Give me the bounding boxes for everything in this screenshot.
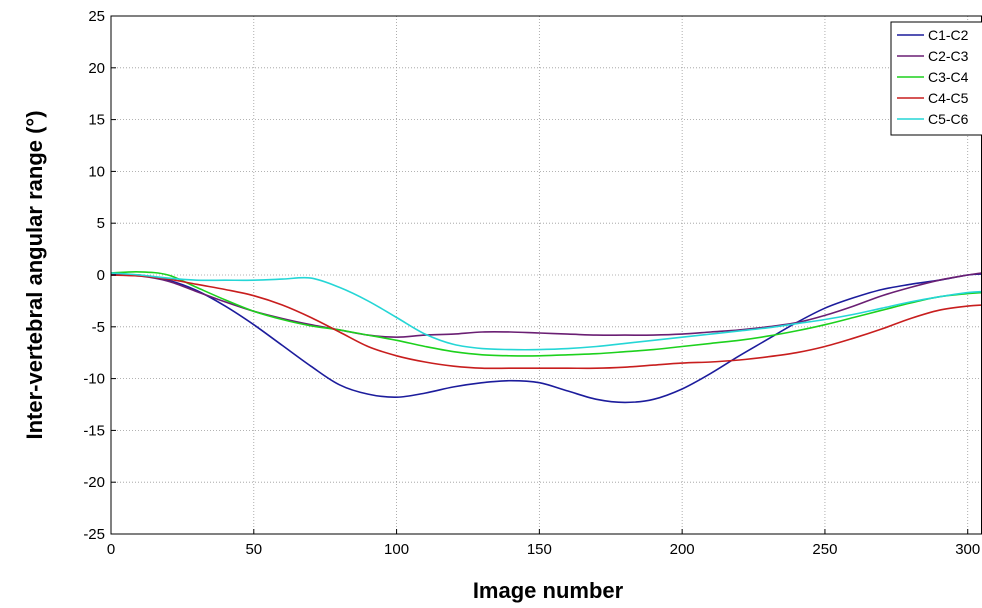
legend-label: C5-C6 xyxy=(928,111,969,127)
y-tick-label: 15 xyxy=(88,112,105,129)
x-tick-label: 250 xyxy=(812,541,837,558)
x-tick-label: 100 xyxy=(384,541,409,558)
legend-box xyxy=(890,21,982,136)
y-tick-label: 10 xyxy=(88,163,105,180)
series-line-c5-c6 xyxy=(110,272,982,351)
x-axis-title: Image number xyxy=(473,578,624,603)
legend-label: C2-C3 xyxy=(928,48,969,64)
y-tick-label: -15 xyxy=(83,422,105,439)
legend-label: C1-C2 xyxy=(928,27,969,43)
y-axis-title: Inter-vertebral angular range (°) xyxy=(22,110,47,439)
y-tick-label: 25 xyxy=(88,8,105,25)
grid-lines xyxy=(111,16,982,534)
series-line-c1-c2 xyxy=(110,273,982,404)
y-tick-label: 5 xyxy=(97,215,105,232)
series-line-c4-c5 xyxy=(110,274,982,370)
y-tick-label: 0 xyxy=(97,267,105,284)
x-tick-label: 200 xyxy=(670,541,695,558)
y-tick-label: -5 xyxy=(92,319,105,336)
y-tick-label: 20 xyxy=(88,60,105,77)
x-tick-label: 150 xyxy=(527,541,552,558)
y-tick-label: -25 xyxy=(83,526,105,543)
legend-label: C4-C5 xyxy=(928,90,969,106)
y-tick-label: -10 xyxy=(83,371,105,388)
legend-label: C3-C4 xyxy=(928,69,969,85)
x-tick-label: 300 xyxy=(955,541,980,558)
y-tick-label: -20 xyxy=(83,474,105,491)
series-line-c3-c4 xyxy=(110,271,982,357)
legend: C1-C2 C2-C3 C3-C4 C4-C5 C5-C6 xyxy=(890,21,982,136)
axis-ticks: 0 50 100 150 200 250 3002520151050-5-10-15-20-… xyxy=(83,8,980,558)
x-tick-label: 0 xyxy=(107,541,115,558)
x-tick-label: 50 xyxy=(245,541,262,558)
series-lines xyxy=(110,271,982,404)
